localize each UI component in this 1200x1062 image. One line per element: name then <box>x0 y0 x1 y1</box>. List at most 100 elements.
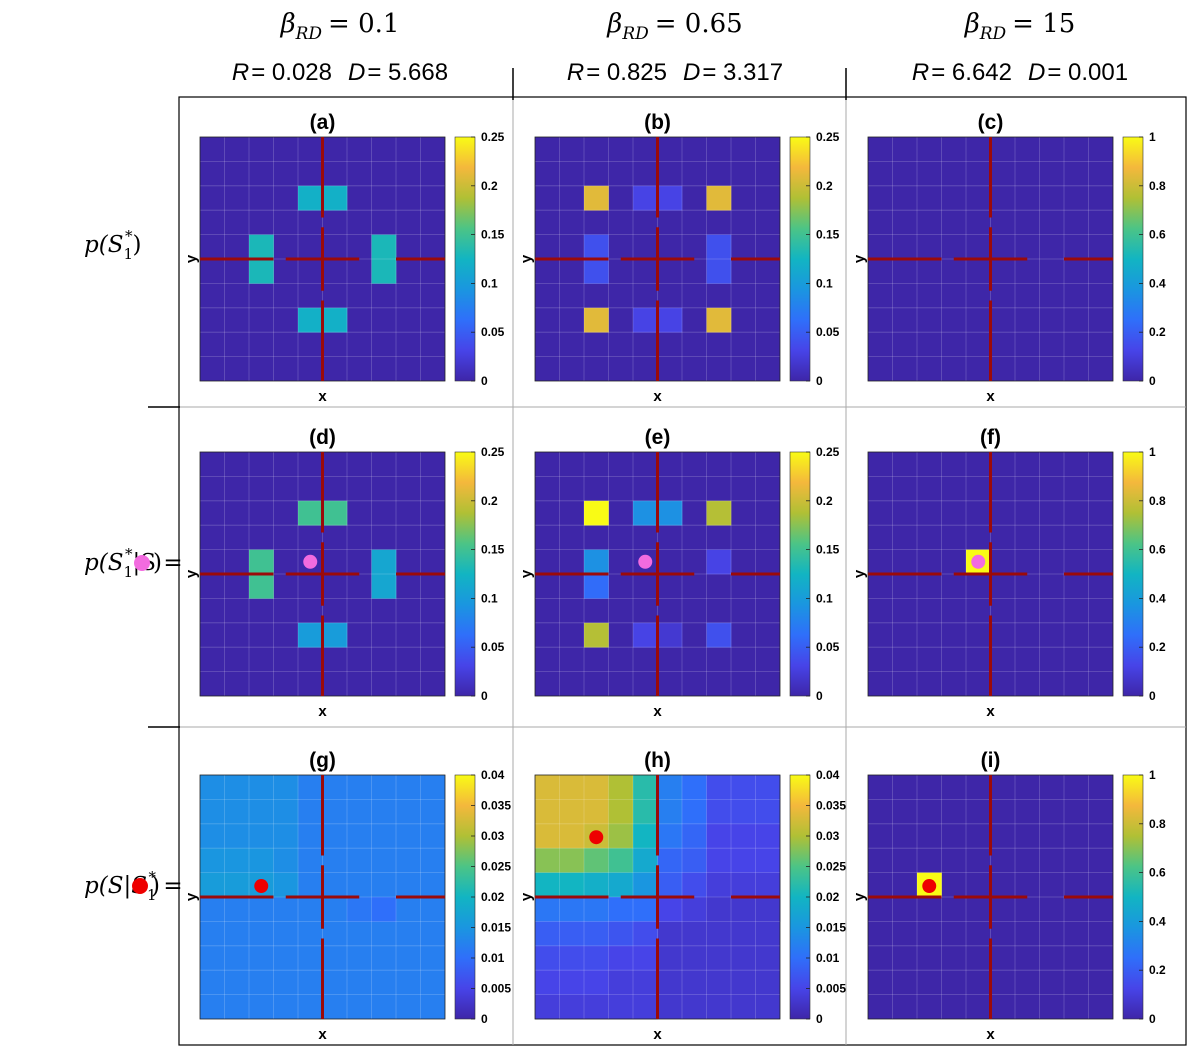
heatmap-cell <box>535 848 560 873</box>
heatmap-cell <box>535 921 560 947</box>
heatmap-cell <box>706 259 732 284</box>
heatmap-cell <box>657 500 683 526</box>
heatmap-cell <box>535 775 560 800</box>
heatmap-cell <box>371 259 397 284</box>
row-label: p(S1*) <box>84 227 141 263</box>
heatmap-cell <box>755 848 781 873</box>
heatmap-cell <box>322 185 348 211</box>
colorbar-tick-label: 0.2 <box>816 179 833 193</box>
heatmap-cell <box>731 872 756 898</box>
colorbar-tick-label: 0 <box>1149 374 1156 388</box>
heatmap-cell <box>559 872 585 898</box>
heatmap-cell <box>200 848 225 873</box>
colorbar-tick-label: 0.04 <box>481 768 505 782</box>
colorbar-tick-label: 0 <box>481 689 488 703</box>
panel-title: (h) <box>644 749 671 772</box>
colorbar-tick-label: 0.25 <box>481 130 505 144</box>
row-label-marker <box>134 555 150 571</box>
colorbar-tick-label: 0.4 <box>1149 276 1166 290</box>
heatmap-cell <box>200 775 225 800</box>
heatmap-cell <box>584 307 609 333</box>
heatmap-cell <box>371 897 397 922</box>
heatmap-cell <box>322 622 348 648</box>
column-rd-label: R= 0.825 D= 3.317 <box>567 59 783 86</box>
heatmap-cell <box>298 500 323 526</box>
heatmap-cell <box>755 823 781 849</box>
panel-c: (c) x y 0 0.2 0.4 0.6 0.8 1 <box>851 111 1166 405</box>
panel-title: (g) <box>309 749 336 772</box>
heatmap-cell <box>584 848 609 873</box>
panel-title: (c) <box>978 111 1004 134</box>
colorbar-tick-label: 0.6 <box>1149 228 1166 242</box>
colorbar-tick-label: 0.02 <box>481 890 505 904</box>
heatmap-cell <box>249 549 274 575</box>
heatmap-cell <box>608 994 634 1020</box>
figure-frame <box>148 68 1187 1046</box>
heatmap-cell <box>682 775 707 800</box>
row-label: p(S1*|S =) <box>84 545 183 581</box>
colorbar-tick-label: 0.2 <box>816 494 833 508</box>
state-marker <box>254 879 269 894</box>
heatmap-cell <box>633 500 658 526</box>
heatmap-cell <box>249 234 274 260</box>
heatmap-cell <box>322 307 348 333</box>
heatmap-cell <box>633 994 658 1020</box>
colorbar-tick-label: 0.1 <box>481 276 498 290</box>
heatmap-cell <box>657 307 683 333</box>
row-labels: p(S1*) p(S1*|S =) p(S|S1* =) <box>84 227 183 904</box>
heatmap-cell <box>633 872 658 898</box>
colorbar <box>789 136 811 382</box>
colorbar-tick-label: 0.035 <box>481 799 511 813</box>
y-axis-label: y <box>518 254 535 263</box>
heatmap-cell <box>584 234 609 260</box>
panel-b: (b) x y 0 0.05 0.1 0.15 0.2 0.25 <box>518 111 840 405</box>
svg-text:p(S1*): p(S1*) <box>84 227 141 263</box>
panel-title: (e) <box>645 426 671 449</box>
heatmap-cell <box>682 823 707 849</box>
colorbar-tick-label: 0.03 <box>816 829 840 843</box>
heatmap-cell <box>706 549 732 575</box>
row-label: p(S|S1* =) <box>84 868 183 904</box>
heatmap-cell <box>200 799 225 825</box>
colorbar-tick-label: 0.02 <box>816 890 840 904</box>
colorbar-tick-label: 0.6 <box>1149 543 1166 557</box>
colorbar <box>1122 451 1144 697</box>
panel-title: (i) <box>981 749 1001 772</box>
heatmap-cell <box>559 897 585 922</box>
x-axis-label: x <box>318 1026 327 1043</box>
colorbar-tick-label: 0 <box>816 1012 823 1026</box>
row-label-close: ) <box>153 550 162 576</box>
heatmap-cell <box>224 799 250 825</box>
colorbar-tick-label: 0.05 <box>481 640 505 654</box>
heatmap-cell <box>584 574 609 599</box>
heatmap-cell <box>584 799 609 825</box>
heatmap-cell <box>682 848 707 873</box>
heatmap-cell <box>633 848 658 873</box>
heatmap-cell <box>633 823 658 849</box>
colorbar-tick-label: 0 <box>481 374 488 388</box>
heatmap-cell <box>273 775 299 800</box>
heatmap-cell <box>559 775 585 800</box>
heatmap-cell <box>608 823 634 849</box>
heatmap-cell <box>584 872 609 898</box>
colorbar-tick-label: 0.04 <box>816 768 840 782</box>
panels: (a) x y 0 0.05 0.1 0.15 0.2 0.25 (b) x y 0 0.05 0.1 0.1… <box>183 111 1166 1043</box>
heatmap-cell <box>371 549 397 575</box>
y-axis-label: y <box>851 569 868 578</box>
heatmap-cell <box>706 622 732 648</box>
colorbar-tick-label: 0.015 <box>481 921 511 935</box>
heatmap-cell <box>584 921 609 947</box>
heatmap-cell <box>322 500 348 526</box>
heatmap-cell <box>731 823 756 849</box>
heatmap-cell <box>608 970 634 995</box>
heatmap-cell <box>584 549 609 575</box>
y-axis-label: y <box>851 892 868 901</box>
panel-h: (h) x y 0 0.005 0.01 0.015 0.02 0.025 0.03 0.035 0.… <box>518 749 846 1043</box>
heatmap-cell <box>633 799 658 825</box>
svg-text:p(S1*|S =: p(S1*|S = <box>84 545 183 581</box>
y-axis-label: y <box>851 254 868 263</box>
state-marker <box>922 879 937 894</box>
heatmap-cell <box>657 799 683 825</box>
heatmap-cell <box>535 799 560 825</box>
state-marker <box>971 554 986 569</box>
